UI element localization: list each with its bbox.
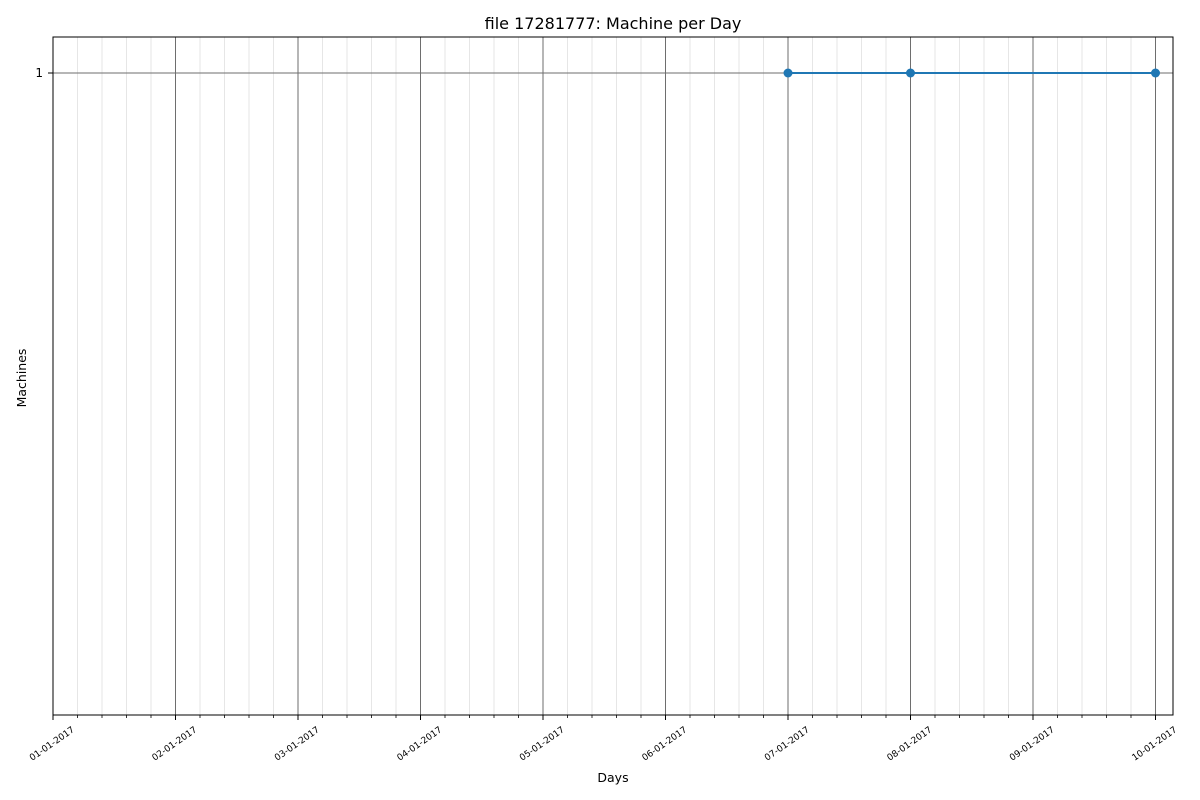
plot-frame [52,36,1174,716]
data-point [783,68,793,78]
x-axis-label: Days [597,770,628,785]
minor-grid [77,37,1132,715]
chart-title: file 17281777: Machine per Day [485,14,742,33]
y-axis-label: Machines [14,349,29,408]
data-point [906,68,915,78]
series-layer [783,68,1160,78]
y-axis-ticks: 1 [35,66,53,80]
data-point [1151,68,1160,78]
y-tick-label: 1 [35,66,43,80]
